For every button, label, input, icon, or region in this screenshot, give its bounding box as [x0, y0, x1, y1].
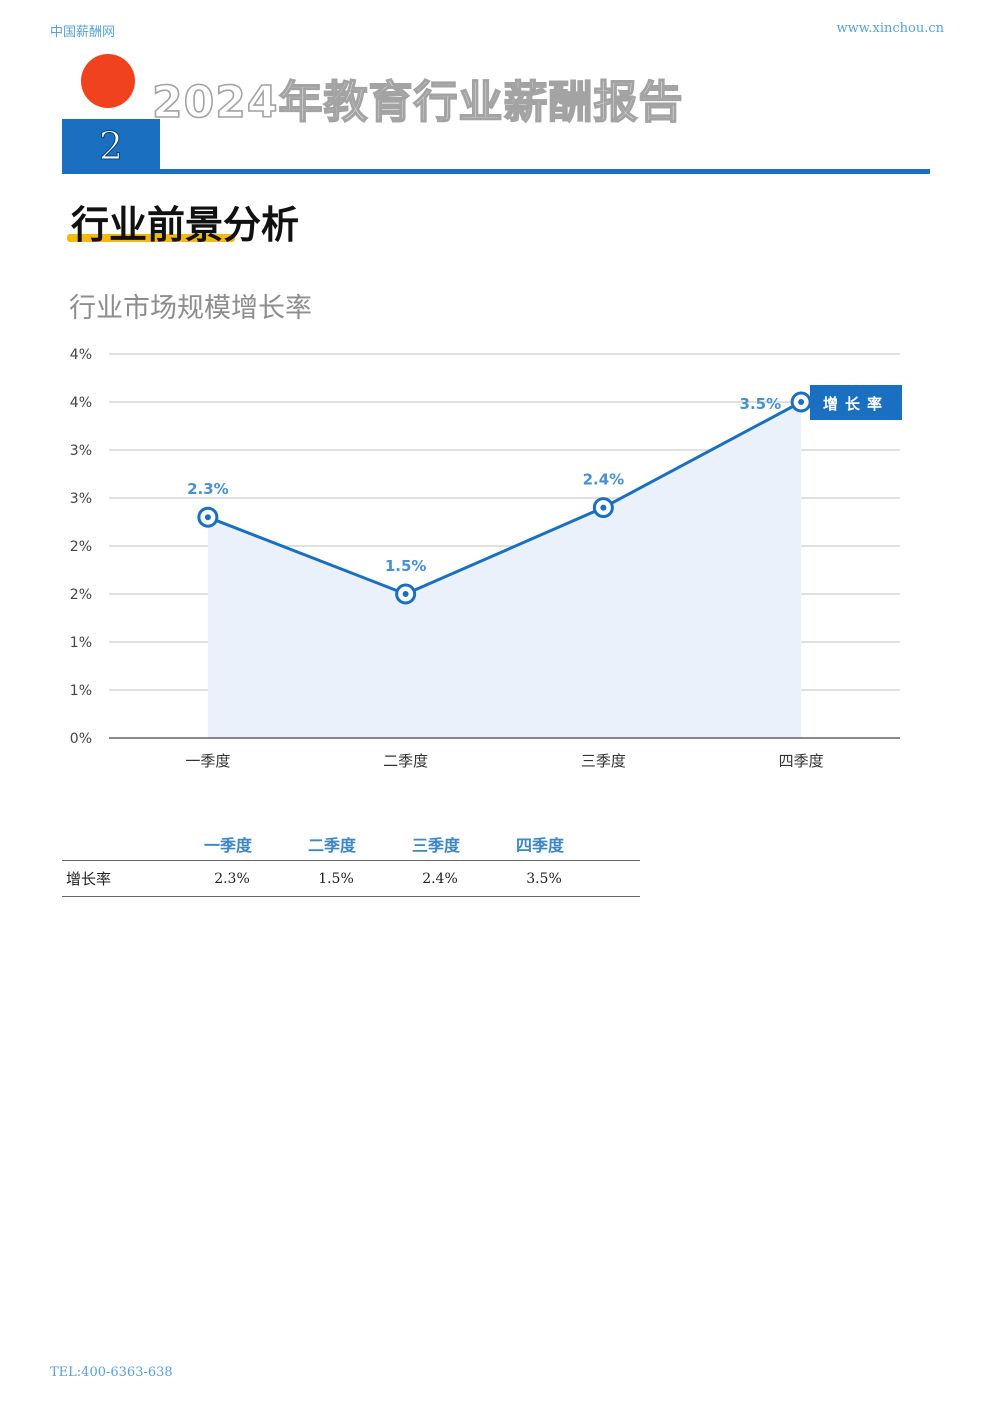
x-tick-label: 一季度 [185, 752, 230, 770]
chart-title: 行业市场规模增长率 [69, 293, 312, 324]
data-label: 1.5% [385, 557, 427, 575]
chapter-number: 2 [98, 124, 124, 169]
data-point-center [798, 399, 805, 405]
data-label: 2.3% [187, 480, 229, 498]
data-point-center [204, 514, 211, 521]
table-cell: 3.5% [492, 860, 596, 897]
y-tick-label: 2% [70, 539, 92, 555]
series-line-growth-rate [207, 400, 802, 596]
section-title: 行业前景分析 [71, 203, 300, 247]
y-tick-label: 1% [70, 683, 92, 699]
table-header-cell [596, 827, 640, 861]
data-table: 一季度 二季度 三季度 四季度 增长率 2.3% 1.5% 2.4% 3.5% [62, 827, 640, 897]
x-axis-tick-labels: 一季度 二季度 三季度 四季度 [185, 752, 823, 770]
x-tick-label: 四季度 [779, 752, 824, 770]
x-tick-label: 二季度 [383, 752, 428, 770]
y-tick-label: 4% [70, 395, 92, 411]
y-tick-label: 1% [70, 635, 92, 651]
table-header-cell: 一季度 [180, 827, 284, 861]
y-tick-label: 3% [70, 491, 92, 507]
chapter-badge: 2 [62, 119, 160, 173]
table-header-row: 一季度 二季度 三季度 四季度 [62, 827, 640, 861]
y-tick-label: 4% [70, 347, 92, 363]
legend-label: 增长率 [823, 395, 889, 413]
data-point-center [600, 504, 607, 511]
y-tick-label: 0% [70, 731, 92, 747]
site-url[interactable]: www.xinchou.cn [836, 21, 944, 36]
legend-box [810, 385, 902, 420]
y-axis-tick-labels: 4% 4% 3% 3% 2% 2% 1% 1% 0% [70, 347, 92, 747]
data-points: 2.3% 1.5% 2.4% 3.5% [187, 391, 812, 605]
x-tick-label: 三季度 [581, 752, 626, 770]
table-header-cell: 三季度 [388, 827, 492, 861]
site-name: 中国薪酬网 [50, 25, 116, 40]
table-cell: 1.5% [284, 860, 388, 897]
footer-phone: TEL:400-6363-638 [50, 1365, 173, 1380]
decorative-dot [81, 54, 135, 108]
table-header-cell: 四季度 [492, 827, 596, 861]
y-tick-label: 2% [70, 587, 92, 603]
table-cell [596, 860, 640, 897]
report-title: 2024年教育行业薪酬报告 [151, 76, 684, 129]
table-row-label: 增长率 [62, 860, 180, 897]
data-label: 3.5% [740, 395, 782, 413]
table-header-cell [62, 827, 180, 861]
table-cell: 2.3% [180, 860, 284, 897]
line-chart: 2.3% 1.5% 2.4% 3.5% 4% 4% 3% 3% 2% 2% 1% 1% 0% 一季度 二… [70, 347, 902, 770]
series-area-fill [207, 402, 802, 738]
legend: 增长率 [810, 385, 902, 420]
table-row: 增长率 2.3% 1.5% 2.4% 3.5% [62, 860, 640, 897]
section-title-underline [67, 234, 235, 242]
table-cell: 2.4% [388, 860, 492, 897]
chapter-divider [62, 169, 930, 174]
data-point-center [402, 591, 409, 597]
data-label: 2.4% [583, 471, 625, 489]
y-tick-label: 3% [70, 443, 92, 459]
table-header-cell: 二季度 [284, 827, 388, 861]
